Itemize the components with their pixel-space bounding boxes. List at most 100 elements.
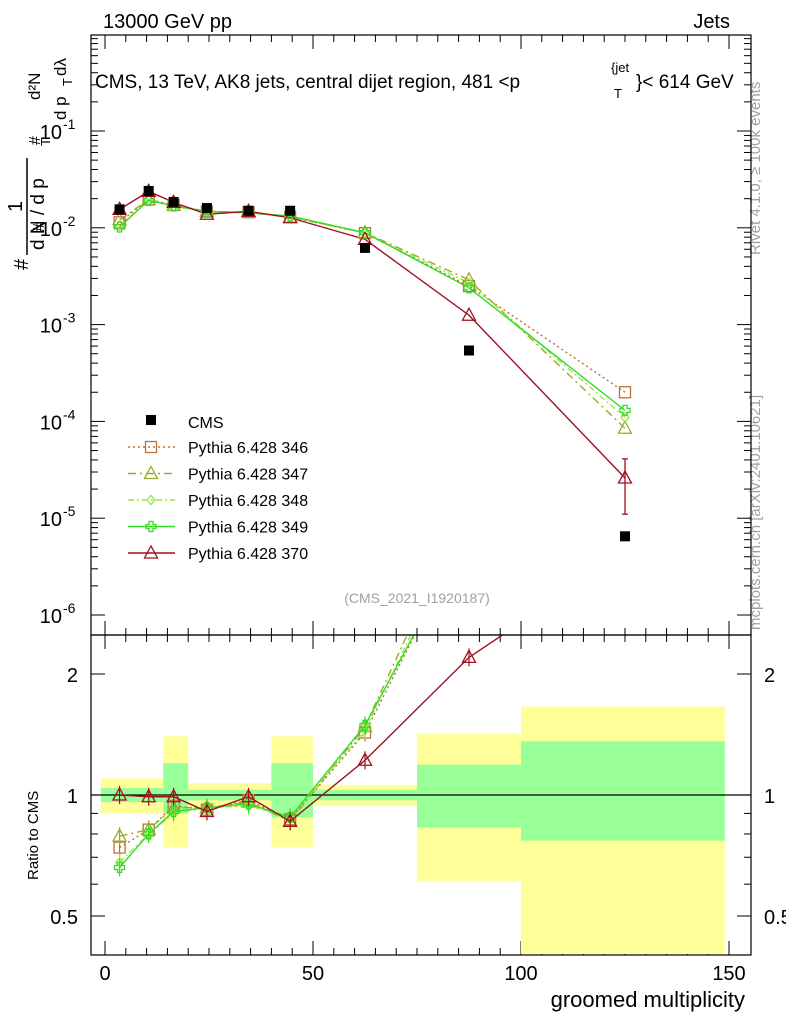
y-tick-base: 10 — [40, 122, 62, 144]
y-tick-exponent: -2 — [63, 213, 76, 229]
ylabel-hash-2: # — [31, 223, 48, 232]
y-tick-exponent: -5 — [63, 503, 76, 519]
y-tick-label: 10 -6 — [40, 600, 76, 628]
ratio-y-tick-label-right: 2 — [764, 665, 775, 687]
y-tick-base: 10 — [40, 606, 62, 628]
legend-marker — [145, 520, 157, 533]
y-tick-base: 10 — [40, 412, 62, 434]
ylabel-one: 1 — [5, 201, 27, 212]
y-tick-label: 10 -5 — [40, 503, 76, 531]
series-line — [119, 198, 626, 429]
data-point — [463, 282, 475, 294]
y-tick-exponent: -6 — [63, 600, 76, 616]
x-tick-label: 0 — [99, 963, 110, 985]
ratio-point — [143, 828, 155, 840]
legend-marker-cms — [146, 415, 156, 425]
ratio-point — [284, 811, 296, 823]
ylabel-t-sub-2: T — [60, 78, 75, 86]
ratio-point — [166, 788, 182, 803]
ratio-point — [111, 786, 128, 801]
title-main: CMS, 13 TeV, AK8 jets, central dijet reg… — [95, 72, 520, 93]
cms-data-point — [285, 205, 296, 216]
ratio-point — [620, 196, 631, 207]
legend-marker — [143, 465, 159, 480]
data-point — [461, 306, 477, 321]
ratio-band-green — [271, 763, 313, 818]
title-tail: }< 614 GeV — [636, 72, 734, 93]
ratio-point — [111, 827, 128, 842]
cms-data-point — [620, 531, 630, 542]
data-point — [113, 221, 126, 233]
upper-panel: 10-610-510-410-310-210-1 — [40, 34, 752, 955]
data-point — [282, 209, 298, 224]
data-point — [143, 194, 155, 207]
ratio-point — [201, 802, 213, 814]
legend-label: Pythia 6.428 349 — [188, 520, 308, 537]
ratio-point — [199, 803, 215, 818]
series-line — [119, 199, 626, 418]
x-tick-label: 150 — [712, 963, 745, 985]
data-point — [114, 220, 125, 232]
y-tick-label: 10 -3 — [40, 310, 76, 338]
ylabel-dlambda: dλ — [51, 58, 70, 76]
ylabel-dn: d N / d p — [28, 178, 49, 250]
ratio-point — [359, 719, 371, 732]
y-tick-base: 10 — [40, 219, 62, 241]
data-point — [111, 211, 128, 226]
ratio-point — [620, 267, 630, 277]
ratio-point — [167, 805, 180, 818]
legend-label-cms: CMS — [188, 415, 224, 432]
legend-marker — [146, 494, 156, 506]
plot-title: CMS, 13 TeV, AK8 jets, central dijet reg… — [95, 60, 734, 101]
legend-label: Pythia 6.428 348 — [188, 493, 308, 510]
ratio-y-tick-label-right: 0.5 — [764, 907, 786, 929]
cms-data-point — [464, 345, 474, 356]
ratio-point — [463, 494, 476, 506]
y-axis-label: # 1 # d N / d p T d²N # d p T dλ — [5, 58, 75, 270]
ratio-y-axis-label: Ratio to CMS — [25, 791, 42, 880]
y-tick-exponent: -1 — [63, 116, 76, 132]
ylabel-hash-1: # — [11, 258, 33, 270]
y-tick-exponent: -4 — [63, 406, 76, 422]
data-point — [464, 277, 474, 289]
x-axis-label: groomed multiplicity — [551, 987, 745, 1012]
ratio-y-tick-label: 0.5 — [50, 907, 78, 929]
legend-label: Pythia 6.428 346 — [188, 440, 308, 457]
ratio-point — [461, 648, 477, 664]
ratio-point — [357, 751, 373, 766]
series-line — [119, 198, 626, 393]
ratio-point — [465, 510, 473, 519]
series-line — [119, 199, 626, 411]
ratio-y-tick-label: 2 — [67, 665, 78, 687]
ratio-point — [113, 861, 126, 874]
ratio-point — [464, 527, 474, 537]
ratio-point — [141, 788, 157, 803]
ylabel-t-sub-1: T — [38, 138, 53, 146]
upper-series-group — [111, 182, 633, 542]
ratio-y-tick-label-right: 1 — [764, 786, 775, 808]
cms-data-point — [360, 242, 370, 253]
legend-marker — [144, 440, 158, 454]
cms-data-point — [168, 196, 179, 207]
cms-data-point — [143, 185, 154, 196]
legend-label: Pythia 6.428 347 — [188, 467, 308, 484]
data-point — [617, 419, 633, 434]
ylabel-hash-3: # — [27, 136, 44, 145]
cms-data-point — [201, 203, 212, 214]
ratio-point — [464, 523, 475, 534]
energy-label: 13000 GeV pp — [103, 11, 232, 33]
rivet-version-label: Rivet 4.1.0, ≥ 100k events — [747, 82, 764, 255]
data-point — [359, 227, 371, 239]
cms-data-point — [243, 205, 254, 216]
ratio-band-green — [417, 764, 521, 828]
mcplots-label: mcplots.cern.ch [arXiv:2401.10621] — [747, 395, 764, 630]
y-tick-exponent: -3 — [63, 310, 76, 326]
title-superscript: {jet — [611, 60, 629, 75]
ratio-y-tick-label: 1 — [67, 786, 78, 808]
analysis-id-label: (CMS_2021_I1920187) — [344, 590, 490, 606]
legend-label: Pythia 6.428 370 — [188, 546, 308, 563]
y-tick-base: 10 — [40, 509, 62, 531]
upper-frame — [90, 34, 752, 636]
ratio-point — [240, 788, 257, 803]
